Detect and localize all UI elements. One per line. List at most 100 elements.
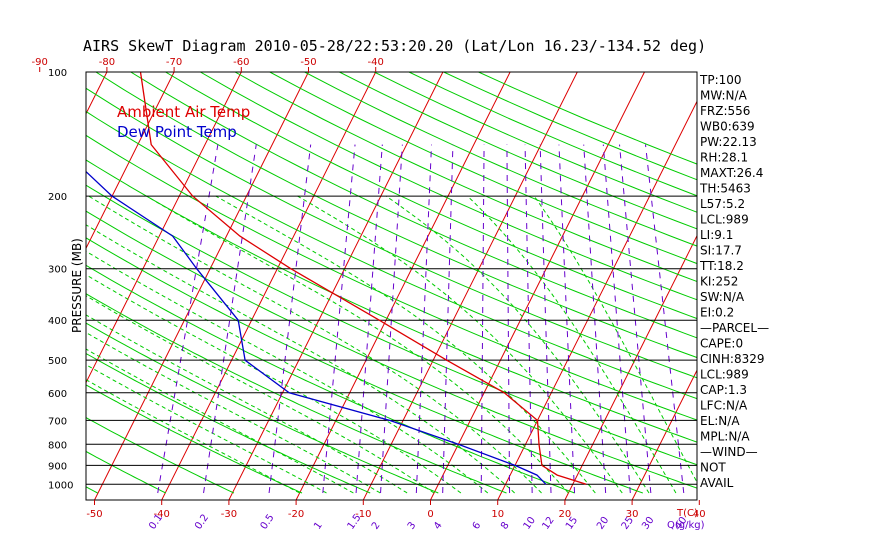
y-axis-label: PRESSURE (MB) [70,238,84,333]
mixing-ratio-line [268,144,312,494]
mixing-ratio-tick-label: 8 [499,520,512,532]
index-label: TP:100 [699,73,742,87]
moist-adiabat-line [86,295,435,494]
mixing-ratio-line [645,144,685,494]
dry-adiabat-line [86,293,507,494]
top-tick-label: -40 [368,57,384,68]
ambient-temp-line [139,72,587,485]
x-tick-label: 10 [491,509,504,520]
mixing-ratio-line [480,144,485,494]
index-label: CINH:8329 [700,352,765,366]
dry-adiabat-line [86,352,371,494]
top-tick-label: -60 [233,57,249,68]
index-label: NOT [700,461,726,475]
moist-adiabat-line [533,195,697,484]
pressure-tick-label: 400 [48,316,67,327]
chart-title: AIRS SkewT Diagram 2010-05-28/22:53:20.2… [83,37,706,55]
index-label: MPL:N/A [700,430,750,444]
dry-adiabat-line [95,72,697,359]
dry-adiabat-line [86,322,439,494]
pressure-tick-label: 100 [48,68,67,79]
mixing-ratio-tick-label: 0.5 [259,512,277,531]
index-label: FRZ:556 [700,104,750,118]
dry-adiabat-line [165,72,697,320]
isotherm-line [765,72,870,503]
dry-adiabat-line [86,450,167,494]
index-label: —PARCEL— [700,321,769,335]
index-label: LI:9.1 [700,228,733,242]
pressure-tick-label: 1000 [48,480,73,491]
top-tick-label: -70 [166,57,182,68]
top-tick-label: -90 [32,57,48,68]
moist-adiabat-line [467,195,677,494]
index-label: LFC:N/A [700,399,748,413]
plot-frame [85,71,698,501]
index-label: MW:N/A [700,89,748,103]
dry-adiabat-line [130,72,697,339]
isotherm-line [86,72,108,115]
dry-adiabat-line [478,72,697,165]
mixing-ratio-line [539,144,552,494]
isotherm-line [86,72,242,384]
index-label: MAXT:26.4 [700,166,763,180]
pressure-tick-label: 800 [48,440,67,451]
x-tick-label: 0 [427,509,433,520]
mixing-ratio-axis-label: Q(g/kg) [667,520,705,531]
mixing-ratio-line [322,144,356,494]
moist-adiabat-line [86,331,381,494]
mixing-ratio-line [355,144,383,494]
moist-adiabat-line [86,314,408,494]
dry-adiabat-line [86,87,697,379]
x-tick-label: 20 [559,509,572,520]
mixing-ratio-line [524,144,533,494]
index-label: WB0:639 [700,120,755,134]
x-tick-label: 40 [693,509,706,520]
legend-ambient-air-temp: Ambient Air Temp [117,103,250,121]
index-label: PW:22.13 [700,135,757,149]
mixing-ratio-tick-label: 0.2 [193,512,211,531]
mixing-ratio-line [415,144,433,494]
x-tick-label: -10 [355,509,371,520]
mixing-ratio-line [203,144,257,494]
x-tick-label: -50 [86,509,102,520]
dry-adiabat-line [86,237,643,494]
x-axis-label: T(C) [676,508,698,519]
dry-adiabat-line [373,72,697,213]
isotherm-line [93,72,309,500]
index-label: CAPE:0 [700,337,743,351]
dry-adiabat-line [86,134,697,421]
moist-adiabat-line [86,224,515,494]
mixing-ratio-tick-label: 4 [432,520,445,532]
index-label: RH:28.1 [700,151,748,165]
mixing-ratio-tick-label: 1 [312,520,325,532]
pressure-tick-label: 900 [48,461,67,472]
moist-adiabat-line [86,379,300,494]
index-label: LCL:989 [700,213,749,227]
index-label: L57:5.2 [700,197,745,211]
isotherm-line [228,72,444,500]
mixing-ratio-line [583,144,607,494]
dry-adiabat-line [86,184,697,466]
mixing-ratio-line [558,144,576,494]
index-label: SW:N/A [700,290,745,304]
mixing-ratio-tick-label: 2 [370,520,383,532]
moist-adiabat-line [86,364,327,494]
dry-adiabat-line [0,72,30,493]
dry-adiabat-line [86,210,697,489]
index-label: TH:5463 [699,182,751,196]
mixing-ratio-line [380,144,403,494]
dewpoint-line [86,170,547,485]
mixing-ratio-tick-label: 12 [540,515,556,532]
x-tick-label: 30 [626,509,639,520]
dry-adiabat-line [86,264,575,494]
index-label: EL:N/A [700,414,740,428]
dry-adiabat-line [200,72,697,301]
moist-adiabat-line [215,195,596,494]
isotherm-line [429,72,645,500]
mixing-ratio-line [157,144,219,494]
moist-adiabat-line [86,274,462,494]
dry-adiabat-line [86,417,235,494]
isotherm-line [161,72,377,500]
